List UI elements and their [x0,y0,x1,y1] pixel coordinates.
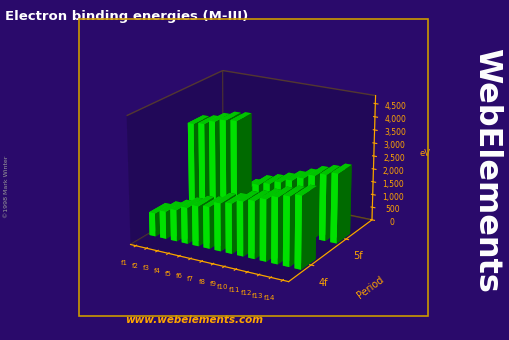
Text: Electron binding energies (M-III): Electron binding energies (M-III) [5,10,248,23]
Text: ©1998 Mark Winter: ©1998 Mark Winter [4,156,9,218]
Y-axis label: Period: Period [355,275,385,301]
Text: WebElements: WebElements [470,48,501,292]
Text: www.webelements.com: www.webelements.com [125,315,262,325]
